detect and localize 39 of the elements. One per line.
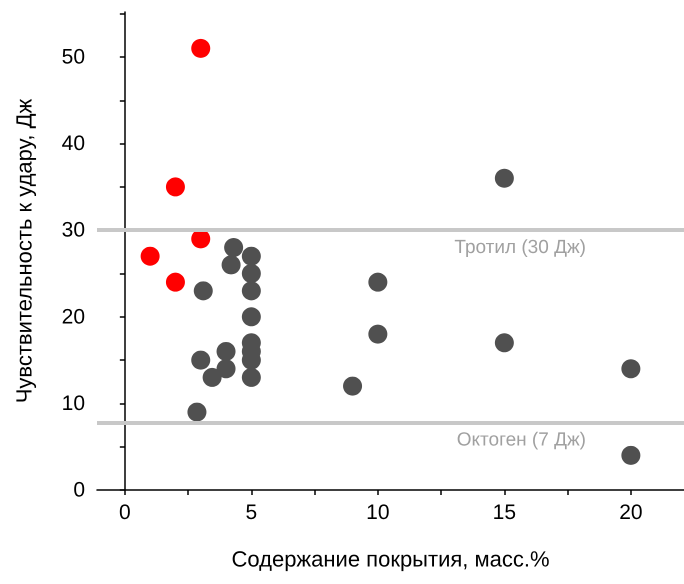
y-tick-label: 0 — [73, 478, 85, 502]
x-tick-label: 15 — [492, 501, 516, 524]
ref-line-label: Тротил (30 Дж) — [454, 237, 586, 258]
point — [494, 168, 514, 188]
x-tick-label: 5 — [245, 501, 258, 524]
y-tick-label: 20 — [62, 305, 85, 328]
point — [194, 281, 213, 300]
y-axis-title: Чувствительность к удару, Дж — [12, 98, 36, 404]
x-tick-label: 20 — [619, 501, 643, 524]
point — [494, 333, 514, 352]
point — [191, 350, 210, 370]
ref-line-label: Октоген (7 Дж) — [456, 429, 586, 450]
point — [187, 402, 206, 422]
point — [242, 281, 261, 300]
point — [368, 272, 388, 292]
point — [140, 246, 160, 266]
x-tick-label: 0 — [118, 501, 131, 524]
point — [216, 342, 236, 361]
y-tick-label: 40 — [62, 132, 85, 156]
y-tick-label: 30 — [62, 218, 85, 242]
point — [343, 376, 362, 396]
point — [166, 177, 185, 196]
point — [202, 368, 222, 387]
point — [242, 264, 261, 284]
point — [224, 238, 244, 258]
point — [242, 246, 261, 266]
y-tick-label: 50 — [62, 46, 85, 69]
point — [166, 272, 185, 292]
x-axis-title: Содержание покрытия, масс.% — [231, 546, 550, 572]
point — [368, 324, 388, 344]
x-tick-label: 10 — [366, 501, 390, 524]
point — [621, 446, 640, 465]
point — [191, 38, 210, 58]
point — [621, 359, 640, 378]
point — [242, 368, 261, 387]
point — [222, 255, 241, 274]
y-tick-label: 10 — [62, 392, 85, 415]
point — [242, 307, 261, 326]
point — [216, 359, 236, 378]
